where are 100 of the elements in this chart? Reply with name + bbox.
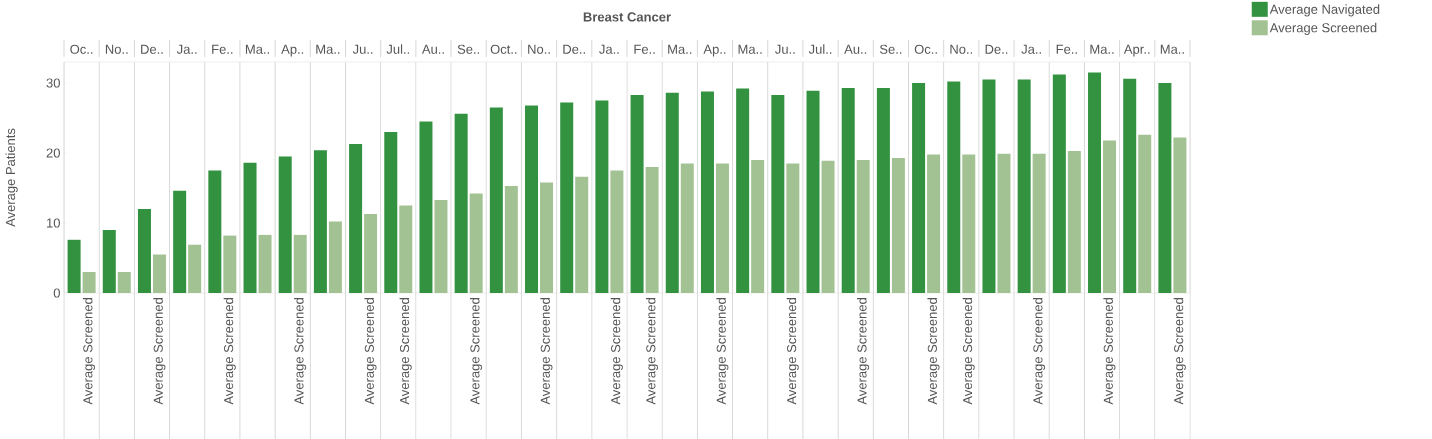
- x-tick-label: No..: [528, 44, 550, 54]
- bar: [1123, 78, 1137, 293]
- x-tick-label: Ap..: [703, 44, 726, 57]
- bar: [152, 254, 166, 293]
- text: Average Screened: [857, 298, 870, 405]
- y-tick-label: 20: [46, 148, 60, 158]
- bar: [469, 193, 483, 293]
- x-tick-label: Apr..: [1123, 44, 1150, 57]
- text: Average Screened: [469, 298, 483, 405]
- bar: [258, 234, 272, 293]
- x-tick-label: De..: [141, 44, 163, 54]
- bar: [454, 113, 468, 293]
- bar: [751, 160, 765, 293]
- bar: [962, 154, 976, 293]
- bar: [575, 176, 589, 293]
- bar: [1103, 140, 1117, 293]
- bar: [384, 132, 398, 293]
- bar: [665, 92, 679, 293]
- bar: [117, 272, 131, 293]
- x-tick-label: No..: [950, 44, 973, 54]
- x-tick-label: Oct..: [490, 44, 517, 54]
- x-tick-label: Au..: [421, 44, 444, 54]
- x-tick-label: Ju..: [352, 44, 373, 54]
- x-tick-label: Ma..: [245, 44, 269, 54]
- bar: [560, 102, 574, 293]
- x-tick-label: De..: [985, 44, 1008, 54]
- bar: [700, 91, 714, 293]
- bar: [876, 87, 890, 293]
- bar: [1088, 72, 1102, 293]
- y-axis-title: Average Patients: [5, 128, 18, 227]
- x-tick-label: Se..: [879, 44, 902, 54]
- bar: [208, 170, 222, 293]
- bar: [645, 167, 659, 293]
- bar: [364, 213, 378, 293]
- bar: [715, 163, 729, 293]
- text: Average Screened: [927, 298, 940, 405]
- bar: [1158, 83, 1172, 293]
- bar: [419, 121, 433, 293]
- text: Average Screened: [962, 298, 975, 405]
- text: Average Screened: [399, 298, 412, 405]
- bar: [912, 83, 926, 293]
- bar: [891, 157, 905, 293]
- bar: [841, 87, 855, 293]
- x-tick-label: Ja..: [599, 44, 619, 54]
- x-tick-label: No..: [105, 44, 128, 54]
- text: Average Screened: [1173, 298, 1186, 405]
- x-tick-label: Se..: [457, 44, 480, 54]
- x-tick-label: Ma..: [738, 44, 762, 54]
- bar: [1017, 79, 1031, 293]
- bar: [349, 143, 363, 293]
- y-tick-label: 10: [46, 218, 60, 228]
- text: Average Screened: [364, 298, 377, 405]
- bar: [188, 244, 202, 293]
- bar: [82, 272, 96, 293]
- bar: [278, 156, 292, 293]
- bar: [927, 154, 941, 293]
- legend-label: Average Navigated: [1269, 4, 1380, 17]
- text: Average Screened: [1032, 298, 1046, 405]
- bar: [1173, 137, 1187, 293]
- bar: [595, 100, 609, 293]
- y-tick-label: 0: [53, 288, 60, 298]
- text: Average Screened: [645, 298, 659, 405]
- text: Average Screened: [294, 298, 307, 405]
- bar: [313, 150, 327, 293]
- bar: [1138, 134, 1152, 293]
- bar: [610, 170, 624, 293]
- bar: [102, 230, 116, 293]
- x-tick-label: Ma..: [1160, 44, 1184, 54]
- bar: [399, 205, 413, 293]
- bar: [821, 160, 835, 293]
- bar: [328, 221, 342, 293]
- x-tick-label: Fe..: [212, 44, 233, 54]
- bar: [525, 105, 539, 293]
- bar: [947, 81, 961, 293]
- bar: [137, 209, 151, 293]
- legend-label: Average Screened: [1269, 22, 1377, 35]
- x-tick-label: Ja..: [176, 44, 197, 54]
- text: Average Screened: [716, 298, 729, 405]
- bar: [982, 79, 996, 293]
- bar: [1032, 153, 1046, 293]
- bar: [771, 94, 785, 293]
- x-tick-label: Ma..: [668, 44, 692, 54]
- bar: [630, 94, 644, 293]
- bar: [856, 160, 870, 293]
- x-tick-label: De..: [563, 44, 585, 54]
- x-tick-label: Au..: [844, 44, 867, 54]
- bar: [67, 239, 81, 293]
- bar: [223, 235, 237, 293]
- bar: [504, 185, 518, 293]
- bar: [1052, 74, 1066, 293]
- bar: [1067, 150, 1081, 293]
- bar: [489, 107, 503, 293]
- x-tick-label: Ju..: [775, 44, 795, 54]
- x-tick-label: Ja..: [1021, 44, 1041, 54]
- x-tick-label: Fe..: [634, 44, 655, 54]
- bar: [173, 190, 187, 293]
- chart-title: Breast Cancer: [583, 12, 671, 22]
- text: Average Screened: [786, 298, 799, 405]
- bar: [997, 153, 1011, 293]
- bar: [540, 182, 554, 293]
